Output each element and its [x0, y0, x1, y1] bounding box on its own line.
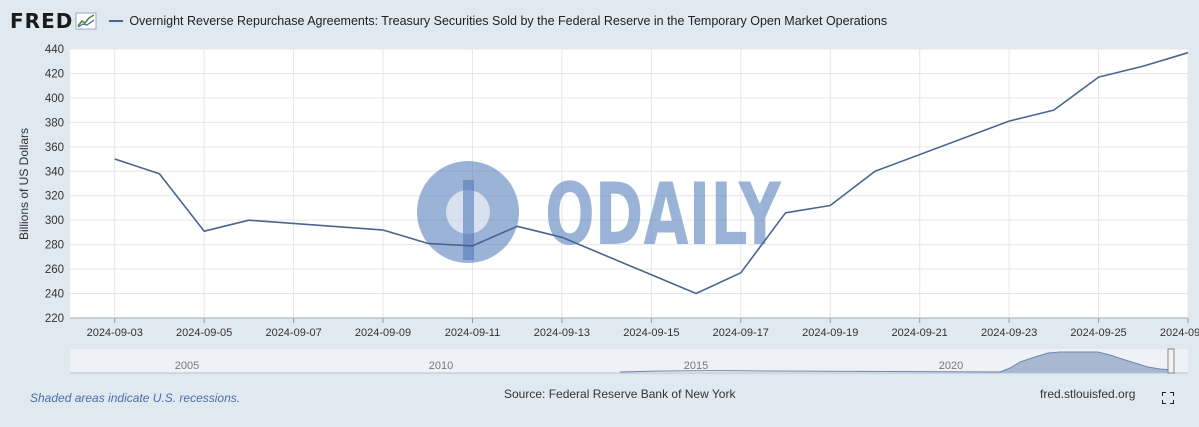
odaily-watermark: ODAILY [417, 161, 782, 265]
navigator-year-label: 2020 [939, 360, 963, 372]
y-tick-label: 420 [45, 68, 64, 80]
y-tick-label: 380 [45, 117, 64, 129]
fullscreen-icon[interactable] [1162, 392, 1174, 404]
x-tick-label: 2024-09-17 [713, 327, 769, 339]
navigator-year-label: 2005 [175, 360, 199, 372]
navigator-area [999, 351, 1173, 374]
x-tick-label: 2024-09-05 [176, 327, 232, 339]
x-tick-label: 2024-09-07 [265, 327, 321, 339]
watermark-logo-bar [463, 180, 474, 260]
series-line [114, 51, 1189, 295]
navigator-year-label: 2010 [429, 360, 453, 372]
series-legend[interactable]: Overnight Reverse Repurchase Agreements:… [109, 14, 887, 28]
x-tick-label: 2024-09-11 [445, 327, 500, 339]
y-tick-label: 320 [45, 191, 64, 203]
plot-area [70, 49, 1188, 318]
series-title: Overnight Reverse Repurchase Agreements:… [129, 14, 888, 28]
x-tick-label: 2024-09-25 [1070, 327, 1126, 339]
y-tick-label: 360 [45, 142, 64, 154]
site-link[interactable]: fred.stlouisfed.org [1040, 387, 1136, 401]
source-text: Source: Federal Reserve Bank of New York [504, 387, 736, 401]
y-tick-label: 440 [45, 44, 64, 56]
y-tick-label: 400 [45, 93, 64, 105]
fred-logo[interactable]: FRED [10, 9, 74, 33]
x-axis-ticks: 2024-09-03 2024-09-05 2024-09-07 2024-09-09… [70, 317, 1199, 339]
x-tick-label: 2024-09-03 [87, 327, 143, 339]
x-tick-label: 2024-09-13 [534, 327, 590, 339]
y-tick-label: 300 [45, 215, 64, 227]
x-tick-label: 2024-09-19 [802, 327, 858, 339]
x-tick-label: 2024-09-21 [892, 327, 948, 339]
y-tick-label: 240 [45, 289, 64, 301]
recession-note: Shaded areas indicate U.S. recessions. [30, 391, 241, 405]
watermark-text: ODAILY [545, 165, 782, 265]
fred-graph-icon [75, 12, 97, 30]
x-tick-label: 2024-09-09 [355, 327, 411, 339]
x-tick-label: 2024-09-15 [623, 327, 679, 339]
chart-header: FRED Overnight Reverse Repurchase Agreem… [10, 6, 887, 36]
y-tick-label: 220 [45, 313, 64, 325]
line-chart[interactable]: ODAILY 220 240 260 280 300 320 340 360 380 400 420… [0, 0, 1199, 385]
navigator-handle [1167, 348, 1175, 374]
legend-line-swatch [109, 20, 124, 22]
y-tick-label: 260 [45, 264, 64, 276]
x-tick-label: 2024-09-27 [1160, 327, 1199, 339]
navigator-year-label: 2015 [684, 360, 708, 372]
x-tick-label: 2024-09-23 [981, 327, 1037, 339]
navigator-background [70, 349, 1188, 373]
navigator-baseline [619, 370, 1001, 373]
y-axis-label: Billions of US Dollars [17, 128, 31, 240]
range-navigator[interactable]: 2005 2010 2015 2020 [70, 348, 1188, 374]
y-tick-label: 340 [45, 166, 64, 178]
y-axis-ticks: 220 240 260 280 300 320 340 360 380 400 420 440 [45, 44, 64, 325]
y-tick-label: 280 [45, 240, 64, 252]
